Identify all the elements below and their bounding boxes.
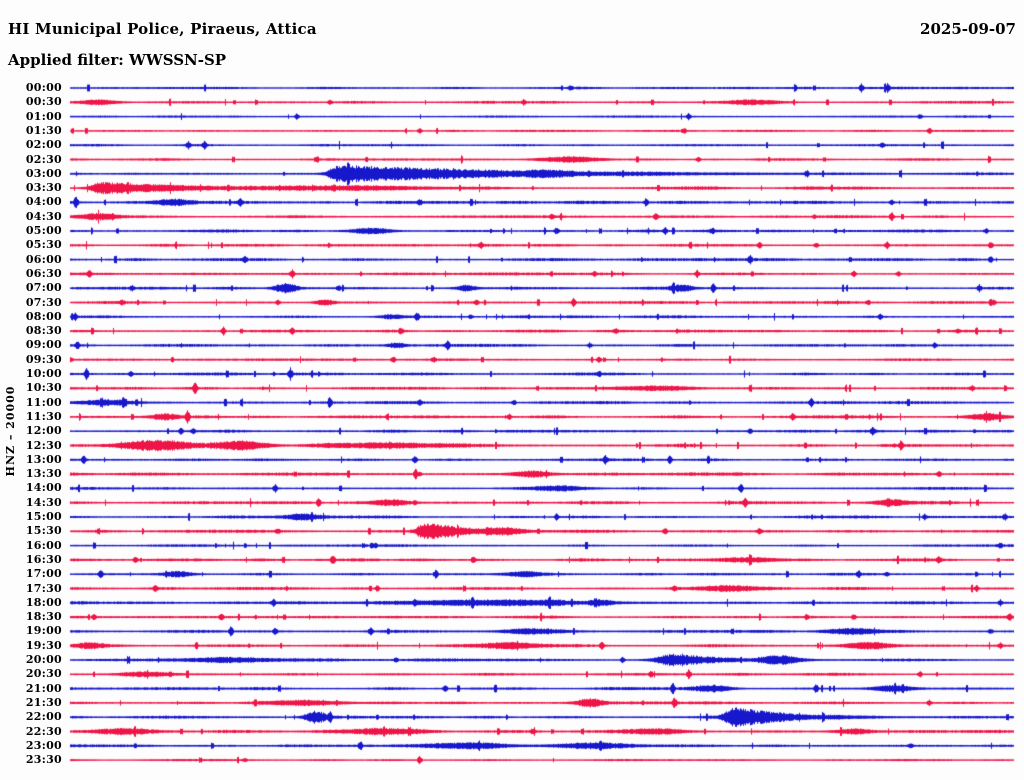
row-time-label: 01:00 bbox=[25, 109, 62, 123]
row-time-label: 09:00 bbox=[25, 338, 62, 352]
row-time-label: 20:30 bbox=[25, 667, 62, 681]
row-time-label: 17:30 bbox=[25, 581, 62, 595]
row-time-label: 16:30 bbox=[25, 552, 62, 566]
row-time-label: 21:00 bbox=[25, 681, 62, 695]
row-time-label: 18:30 bbox=[25, 610, 62, 624]
row-time-label: 10:00 bbox=[25, 367, 62, 380]
row-time-label: 19:00 bbox=[25, 624, 62, 638]
row-time-label: 23:30 bbox=[25, 753, 62, 767]
row-time-label: 04:00 bbox=[25, 195, 62, 209]
row-time-label: 06:00 bbox=[25, 252, 62, 266]
row-time-label: 22:30 bbox=[25, 724, 62, 738]
row-time-label: 03:00 bbox=[25, 166, 62, 180]
row-time-label: 07:00 bbox=[25, 281, 62, 295]
row-time-label: 05:30 bbox=[25, 238, 62, 252]
row-time-label: 08:30 bbox=[25, 324, 62, 338]
row-time-label: 12:00 bbox=[25, 424, 62, 438]
row-time-label: 13:00 bbox=[25, 452, 62, 466]
row-time-label: 14:00 bbox=[25, 481, 62, 495]
row-time-label: 09:30 bbox=[25, 352, 62, 366]
row-time-label: 07:30 bbox=[25, 295, 62, 309]
row-time-label: 22:00 bbox=[25, 710, 62, 724]
row-time-label: 08:00 bbox=[25, 309, 62, 323]
row-time-label: 04:30 bbox=[25, 209, 62, 223]
row-time-label: 10:30 bbox=[25, 381, 62, 395]
row-time-label: 23:00 bbox=[25, 738, 62, 752]
row-time-label: 03:30 bbox=[25, 181, 62, 195]
row-time-label: 01:30 bbox=[25, 123, 62, 137]
row-time-label: 16:00 bbox=[25, 538, 62, 552]
row-time-label: 12:30 bbox=[25, 438, 62, 452]
row-time-label: 13:30 bbox=[25, 467, 62, 481]
row-time-label: 11:00 bbox=[25, 395, 62, 409]
row-time-label: 02:30 bbox=[25, 152, 62, 166]
row-time-label: 00:30 bbox=[25, 95, 62, 109]
record-date: 2025-09-07 bbox=[920, 20, 1016, 38]
row-time-label: 20:00 bbox=[25, 653, 62, 666]
row-time-label: 11:30 bbox=[25, 409, 62, 423]
row-time-label: 02:00 bbox=[25, 138, 62, 152]
filter-label: Applied filter: WWSSN-SP bbox=[8, 51, 227, 69]
row-time-label: 14:30 bbox=[25, 495, 62, 509]
row-time-label: 15:00 bbox=[25, 510, 62, 523]
row-time-label: 17:00 bbox=[25, 567, 62, 581]
row-time-label: 05:00 bbox=[25, 224, 62, 237]
row-time-label: 15:30 bbox=[25, 524, 62, 538]
station-title: HI Municipal Police, Piraeus, Attica bbox=[8, 20, 317, 38]
row-time-label: 19:30 bbox=[25, 638, 62, 652]
row-time-label: 00:00 bbox=[25, 81, 62, 94]
row-time-label: 06:30 bbox=[25, 266, 62, 280]
row-time-label: 21:30 bbox=[25, 695, 62, 709]
row-time-label: 18:00 bbox=[25, 595, 62, 609]
